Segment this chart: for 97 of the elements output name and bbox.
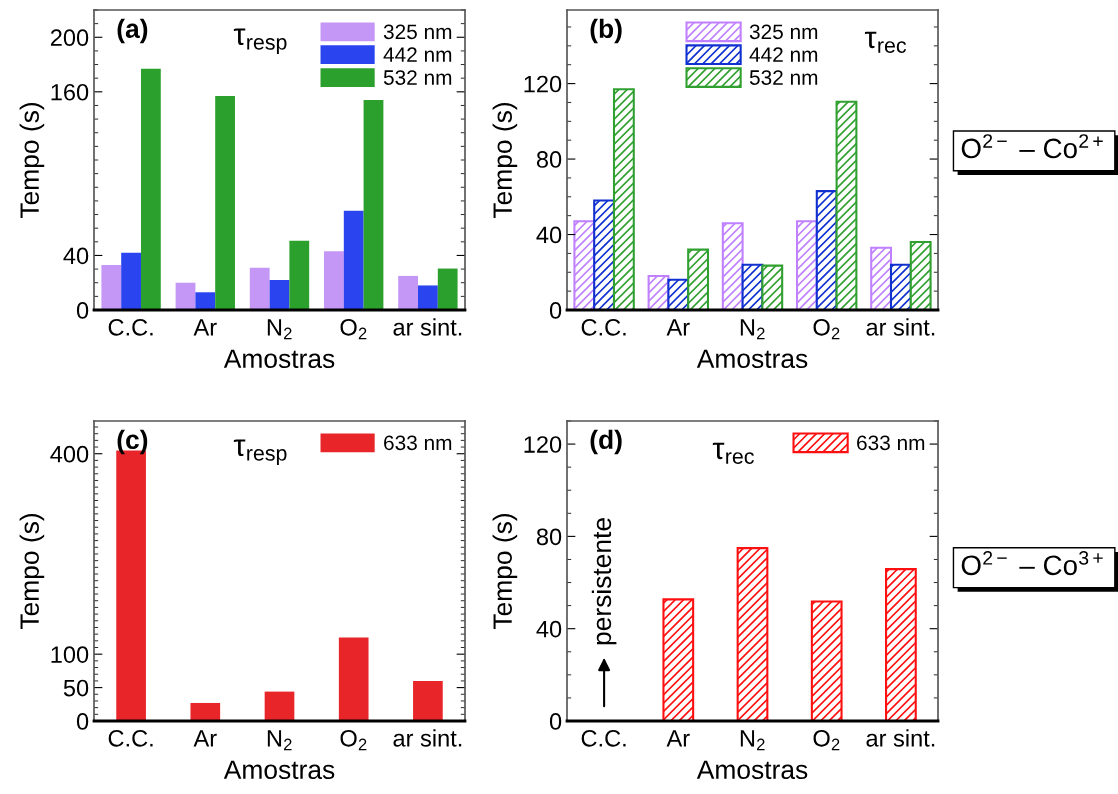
bar — [269, 280, 290, 310]
y-tick-label: 50 — [63, 679, 89, 697]
x-axis-title: Amostras — [223, 349, 335, 369]
x-tick-label: O$_{2}$ — [813, 729, 840, 751]
y-tick-label: 80 — [536, 528, 562, 546]
x-tick-label: C.C. — [108, 729, 153, 747]
bar — [761, 264, 784, 310]
legend-label: 532 nm — [749, 70, 818, 85]
bar — [215, 95, 235, 310]
bar — [815, 190, 838, 310]
x-tick-label: Ar — [193, 319, 217, 336]
bar — [264, 691, 295, 721]
y-tick-label: 120 — [524, 436, 562, 453]
y-tick-label: 80 — [536, 151, 562, 168]
legend-label: 325 nm — [749, 24, 818, 40]
text: O$^{2−}$ – Co$^{3+}$ — [961, 551, 1103, 576]
x-tick-label: N$_{2}$ — [740, 730, 765, 751]
legend-label: 442 nm — [749, 47, 818, 62]
bar — [810, 600, 843, 721]
x-tick-label: N$_{2}$ — [267, 730, 292, 751]
bar — [324, 251, 344, 310]
x-tick-label: C.C. — [108, 318, 153, 336]
bar — [909, 241, 932, 310]
bar — [573, 220, 596, 310]
legend-label: 325 nm — [383, 24, 452, 40]
y-tick-label: 100 — [51, 646, 89, 663]
bar — [418, 285, 438, 310]
x-tick-label: N$_{2}$ — [267, 319, 292, 340]
bar — [835, 100, 858, 310]
x-tick-label: ar sint. — [866, 318, 935, 336]
x-tick-label: ar sint. — [393, 729, 462, 747]
y-tick-label: 0 — [549, 302, 562, 319]
bar — [593, 199, 616, 310]
y-tick-label: 0 — [76, 713, 89, 730]
y-axis-title: Tempo (s) — [492, 513, 518, 630]
bar — [140, 68, 161, 310]
bar — [721, 222, 744, 310]
x-tick-label: N$_{2}$ — [740, 319, 765, 340]
y-axis-title: Tempo (s) — [19, 513, 45, 630]
x-axis-title: Amostras — [696, 760, 808, 780]
annotation: (c) — [117, 429, 148, 455]
x-axis-title: Amostras — [696, 349, 808, 369]
bar — [190, 702, 221, 721]
x-tick-label: ar sint. — [393, 318, 462, 336]
x-tick-label: O$_{2}$ — [340, 318, 367, 340]
annotation: (b) — [590, 18, 622, 44]
annotation: (d) — [590, 429, 622, 455]
y-tick-label: 400 — [50, 445, 89, 463]
bar — [398, 275, 419, 310]
legend-label: 532 nm — [383, 70, 452, 85]
y-tick-label: 40 — [536, 226, 562, 244]
y-tick-label: 160 — [51, 83, 89, 101]
bar — [101, 265, 122, 310]
bar — [195, 292, 216, 310]
annotation: persistente — [591, 518, 617, 645]
annotation: τ$_{rec}$ — [864, 31, 907, 53]
x-tick-label: O$_{2}$ — [340, 729, 367, 751]
y-tick-label: 40 — [63, 247, 89, 265]
y-tick-label: 40 — [536, 620, 562, 638]
bar — [249, 267, 270, 310]
bar — [363, 100, 384, 310]
y-tick-label: 0 — [549, 713, 562, 730]
annotation: τ$_{resp}$ — [233, 28, 287, 54]
bar — [612, 88, 635, 310]
x-tick-label: C.C. — [581, 729, 626, 747]
x-axis-title: Amostras — [223, 760, 335, 780]
x-tick-label: Ar — [193, 730, 217, 747]
x-tick-label: C.C. — [581, 318, 626, 336]
bar — [343, 210, 364, 310]
bar — [338, 637, 369, 721]
bar — [795, 220, 818, 310]
y-tick-label: 200 — [50, 29, 89, 47]
x-tick-label: Ar — [666, 730, 690, 747]
legend-label: 633 nm — [384, 435, 452, 451]
x-tick-label: O$_{2}$ — [813, 318, 840, 340]
annotation: τ$_{resp}$ — [233, 439, 287, 465]
bar — [870, 246, 893, 310]
y-axis-title: Tempo (s) — [19, 102, 45, 219]
y-tick-label: 0 — [76, 302, 89, 319]
bar — [437, 268, 458, 310]
y-tick-label: 120 — [524, 75, 562, 93]
annotation: (a) — [117, 18, 148, 44]
x-tick-label: Ar — [666, 319, 690, 336]
x-tick-label: ar sint. — [866, 729, 935, 747]
bar — [885, 568, 917, 721]
text: O$^{2−}$ – Co$^{2+}$ — [961, 134, 1103, 159]
annotation: τ$_{rec}$ — [712, 442, 754, 464]
y-axis-title: Tempo (s) — [492, 102, 518, 219]
legend-label: 442 nm — [383, 47, 452, 62]
bar — [687, 248, 710, 310]
bar — [289, 240, 310, 310]
bar — [175, 282, 196, 310]
bar — [413, 680, 443, 721]
bar — [662, 598, 695, 721]
bar — [736, 547, 769, 721]
legend-label: 633 nm — [857, 435, 925, 451]
bar — [121, 252, 141, 310]
